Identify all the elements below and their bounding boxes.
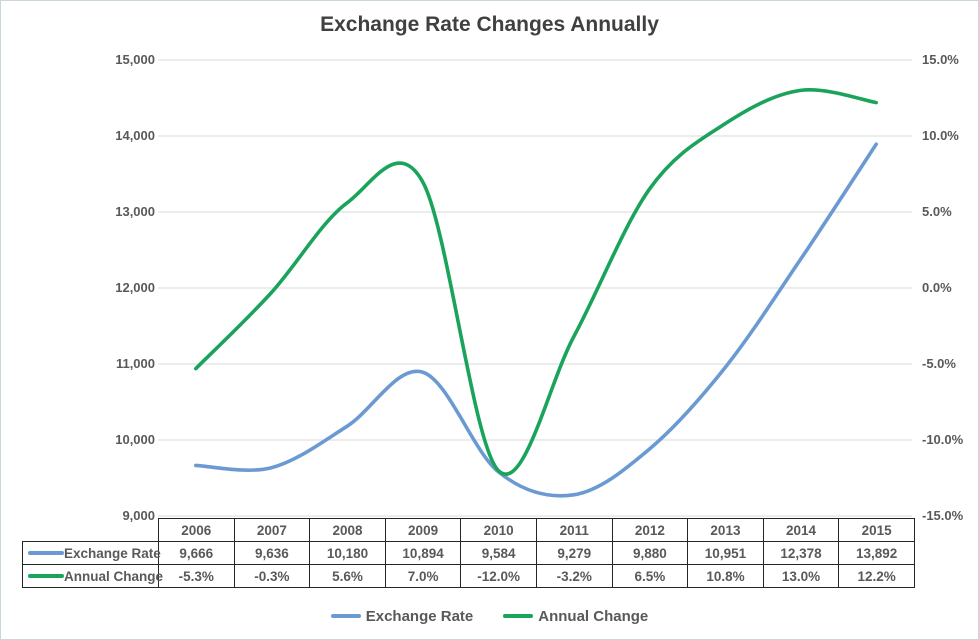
table-row: Exchange Rate 9,666 9,636 10,180 10,894 9,584… xyxy=(22,541,915,565)
left-axis-tick-label: 11,000 xyxy=(115,356,155,371)
left-axis-tick-label: 14,000 xyxy=(115,128,155,143)
right-axis-tick-label: -5.0% xyxy=(922,356,956,371)
table-cell: 9,584 xyxy=(460,541,537,565)
table-cell: -0.3% xyxy=(233,564,311,588)
annual-change-key-icon xyxy=(28,574,64,578)
right-axis-tick-label: -10.0% xyxy=(922,432,964,447)
table-row: Annual Change -5.3% -0.3% 5.6% 7.0% -12.0% -3.… xyxy=(22,564,915,588)
table-cell: 10.8% xyxy=(687,564,764,588)
table-cell: 9,636 xyxy=(233,541,311,565)
left-axis-tick-label: 12,000 xyxy=(115,280,155,295)
exchange-rate-key-icon xyxy=(28,551,64,555)
table-year-header: 2006 xyxy=(158,518,235,542)
table-year-header: 2014 xyxy=(762,518,840,542)
table-cell: 5.6% xyxy=(309,564,386,588)
table-year-header: 2011 xyxy=(535,518,613,542)
table-year-header: 2008 xyxy=(309,518,386,542)
legend-item-annual-change: Annual Change xyxy=(503,608,648,625)
annual-change-legend-key-icon xyxy=(503,614,534,618)
left-axis-tick-label: 9,000 xyxy=(122,508,155,523)
right-axis-tick-label: 5.0% xyxy=(922,204,952,219)
table-cell: 10,951 xyxy=(687,541,764,565)
table-cell: -12.0% xyxy=(460,564,537,588)
table-cell: -5.3% xyxy=(158,564,235,588)
left-axis-tick-label: 10,000 xyxy=(115,432,155,447)
right-axis-tick-label: 0.0% xyxy=(922,280,952,295)
table-series-label: Exchange Rate xyxy=(64,545,161,561)
table-cell: 9,666 xyxy=(158,541,235,565)
table-cell: 10,180 xyxy=(309,541,386,565)
table-cell: 9,880 xyxy=(611,541,689,565)
left-axis-tick-label: 15,000 xyxy=(115,52,155,67)
right-axis-tick-label: 10.0% xyxy=(922,128,959,143)
legend-item-exchange-rate: Exchange Rate xyxy=(330,607,474,625)
table-year-header: 2009 xyxy=(384,518,462,542)
data-table: 2006 2007 2008 2009 2010 2011 2012 2013 2014 2015… xyxy=(22,518,915,588)
annual-change-line xyxy=(194,88,878,476)
legend-item-label: Annual Change xyxy=(538,607,649,625)
table-series-key-cell: Annual Change xyxy=(22,564,163,588)
exchange-rate-line xyxy=(194,142,878,498)
chart-title: Exchange Rate Changes Annually xyxy=(320,13,659,36)
table-series-label: Annual Change xyxy=(64,568,164,584)
right-axis-tick-label: -15.0% xyxy=(922,508,964,523)
right-axis-tick-label: 15.0% xyxy=(922,52,959,67)
table-cell: 13.0% xyxy=(762,564,840,588)
table-year-header: 2010 xyxy=(460,518,537,542)
chart-legend: Exchange Rate Annual Change xyxy=(1,602,978,630)
table-year-header: 2012 xyxy=(611,518,689,542)
table-cell: 9,279 xyxy=(535,541,613,565)
table-year-header: 2015 xyxy=(838,518,915,542)
left-axis-tick-label: 13,000 xyxy=(115,204,155,219)
legend-item-label: Exchange Rate xyxy=(365,607,474,625)
table-cell: 13,892 xyxy=(838,541,915,565)
table-cell: 7.0% xyxy=(384,564,462,588)
table-year-header: 2013 xyxy=(687,518,764,542)
table-series-key-cell: Exchange Rate xyxy=(22,541,161,565)
table-cell: -3.2% xyxy=(535,564,613,588)
table-cell: 6.5% xyxy=(611,564,689,588)
table-cell: 10,894 xyxy=(384,541,462,565)
exchange-rate-legend-key-icon xyxy=(330,614,361,618)
table-cell: 12.2% xyxy=(838,564,915,588)
table-year-header: 2007 xyxy=(233,518,311,542)
table-cell: 12,378 xyxy=(762,541,840,565)
